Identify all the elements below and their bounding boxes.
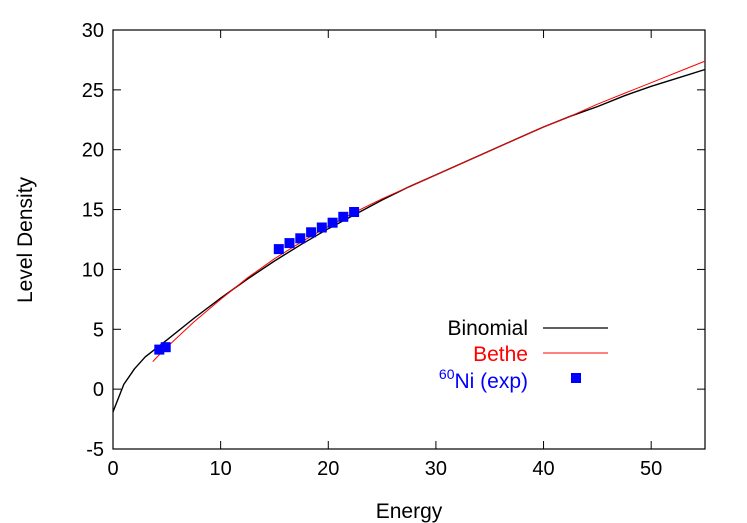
series-line-binomial [112, 68, 706, 413]
legend-label-bethe: Bethe [473, 343, 528, 366]
x-tick-label: 0 [107, 458, 118, 480]
y-tick-label: 0 [93, 379, 104, 401]
legend-label-ni60: 60Ni (exp) [439, 366, 528, 393]
data-point-ni60 [306, 227, 317, 238]
series-layer [112, 60, 706, 413]
y-tick-label: -5 [86, 439, 104, 461]
x-tick-label: 20 [317, 458, 339, 480]
plot-frame [112, 29, 706, 450]
y-axis-title: Level Density [14, 176, 37, 303]
data-point-ni60 [327, 217, 338, 228]
y-tick-label: 30 [82, 20, 104, 42]
legend: Binomial Bethe 60Ni (exp) [439, 317, 608, 393]
x-tick-label: 50 [640, 458, 662, 480]
legend-label-ni60-main: Ni (exp) [454, 370, 528, 393]
x-tick-label: 30 [425, 458, 447, 480]
x-tick-label: 10 [210, 458, 232, 480]
legend-label-binomial: Binomial [447, 317, 528, 340]
data-point-ni60 [154, 344, 165, 355]
series-line-bethe [152, 60, 706, 362]
data-point-ni60 [338, 211, 349, 222]
axis-ticks [112, 29, 705, 450]
data-point-ni60 [316, 222, 327, 233]
data-point-ni60 [295, 233, 306, 244]
y-tick-label: 10 [82, 259, 104, 281]
y-tick-label: 25 [82, 80, 104, 102]
x-axis-title: Energy [376, 500, 443, 523]
x-tick-label: 40 [532, 458, 554, 480]
y-tick-label: 5 [93, 319, 104, 341]
data-point-ni60 [160, 342, 171, 353]
data-point-ni60 [273, 244, 284, 255]
data-point-ni60 [349, 207, 360, 217]
legend-label-ni60-superscript: 60 [439, 366, 455, 382]
y-tick-label: 20 [82, 140, 104, 162]
data-point-ni60 [284, 238, 295, 249]
y-tick-label: 15 [82, 200, 104, 222]
legend-marker-ni60 [571, 373, 581, 383]
